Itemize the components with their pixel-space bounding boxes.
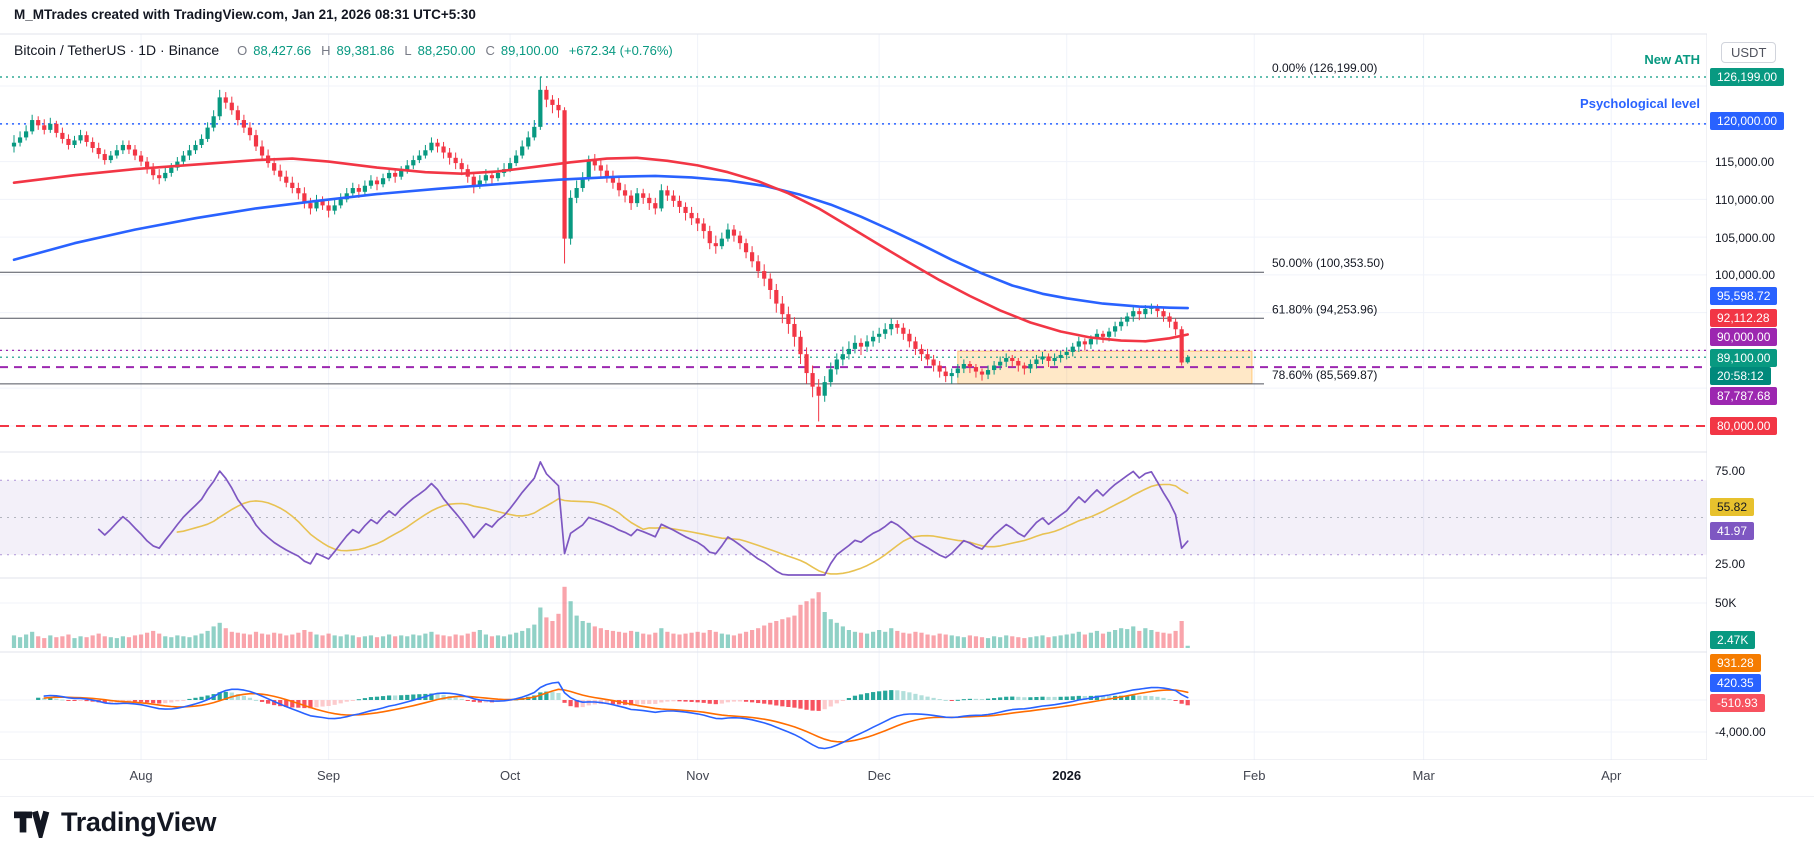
time-axis-label: Dec bbox=[867, 768, 891, 783]
price-badge: 87,787.68 bbox=[1710, 387, 1778, 405]
axis-price-label: 75.00 bbox=[1715, 464, 1746, 478]
fib-level-label: 78.60% (85,569.87) bbox=[1272, 368, 1377, 382]
symbol-legend: Bitcoin / TetherUS · 1D · Binance O 88,4… bbox=[14, 42, 673, 58]
axis-price-label: 105,000.00 bbox=[1715, 231, 1776, 245]
time-axis[interactable]: Aug Sep Oct Nov Dec 2026 Feb Mar Apr bbox=[0, 760, 1707, 796]
tradingview-logo[interactable]: TradingView bbox=[14, 806, 217, 838]
price-badge: -510.93 bbox=[1710, 694, 1765, 712]
price-badge: 120,000.00 bbox=[1710, 112, 1785, 130]
price-badge: 20:58:12 bbox=[1710, 367, 1771, 385]
axis-price-label: 100,000.00 bbox=[1715, 268, 1776, 282]
axis-price-label: 110,000.00 bbox=[1715, 193, 1775, 207]
price-change: +672.34 (+0.76%) bbox=[568, 42, 673, 58]
time-axis-label: Apr bbox=[1601, 768, 1622, 783]
ohlc-open-value: 88,427.66 bbox=[253, 42, 312, 58]
axis-price-label: 25.00 bbox=[1715, 557, 1746, 571]
symbol-title[interactable]: Bitcoin / TetherUS · 1D · Binance bbox=[14, 42, 220, 58]
price-badge: 89,100.00 bbox=[1710, 349, 1778, 367]
time-axis-label: Oct bbox=[499, 768, 521, 783]
price-badge: 90,000.00 bbox=[1710, 328, 1778, 346]
price-badge: 95,598.72 bbox=[1710, 287, 1778, 305]
price-axis[interactable]: USDT 115,000.00 110,000.00 105,000.00 100,0… bbox=[1707, 0, 1814, 796]
ohlc-close-value: 89,100.00 bbox=[500, 42, 559, 58]
axis-price-label: 115,000.00 bbox=[1715, 155, 1775, 169]
new-ath-label: New ATH bbox=[1644, 52, 1700, 67]
price-badge: 55.82 bbox=[1710, 498, 1755, 516]
fib-level-label: 0.00% (126,199.00) bbox=[1272, 61, 1377, 75]
axis-price-label: -4,000.00 bbox=[1715, 725, 1766, 739]
tradingview-logo-text: TradingView bbox=[61, 806, 217, 837]
ohlc-low-value: 88,250.00 bbox=[417, 42, 476, 58]
tradingview-logo-mark bbox=[14, 810, 50, 838]
ohlc-low-label: L bbox=[404, 42, 412, 58]
ohlc-high-value: 89,381.86 bbox=[336, 42, 395, 58]
time-axis-label: Nov bbox=[686, 768, 710, 783]
price-badge: 92,112.28 bbox=[1710, 309, 1777, 327]
time-axis-label: Aug bbox=[129, 768, 153, 783]
time-axis-label: Mar bbox=[1412, 768, 1435, 783]
attribution-text: M_MTrades created with TradingView.com, … bbox=[14, 7, 476, 22]
axis-price-label: 50K bbox=[1715, 596, 1737, 610]
price-badge: 80,000.00 bbox=[1710, 417, 1778, 435]
ohlc-close-label: C bbox=[485, 42, 495, 58]
ohlc-high-label: H bbox=[321, 42, 331, 58]
time-axis-label: 2026 bbox=[1052, 768, 1082, 783]
price-badge: 2.47K bbox=[1710, 631, 1756, 649]
ohlc-open-label: O bbox=[237, 42, 248, 58]
chart-canvas[interactable]: 0.00% (126,199.00) 50.00% (100,353.50) 61.… bbox=[0, 0, 1814, 800]
time-axis-label: Sep bbox=[317, 768, 341, 783]
fib-level-label: 61.80% (94,253.96) bbox=[1272, 302, 1377, 316]
price-badge: 420.35 bbox=[1710, 674, 1761, 692]
currency-toggle[interactable]: USDT bbox=[1721, 42, 1777, 63]
fib-level-label: 50.00% (100,353.50) bbox=[1272, 256, 1384, 270]
price-badge: 41.97 bbox=[1710, 522, 1755, 540]
time-axis-label: Feb bbox=[1243, 768, 1266, 783]
psychological-level-label: Psychological level bbox=[1580, 96, 1700, 111]
price-badge: 931.28 bbox=[1710, 654, 1761, 672]
price-badge: 126,199.00 bbox=[1710, 68, 1785, 86]
